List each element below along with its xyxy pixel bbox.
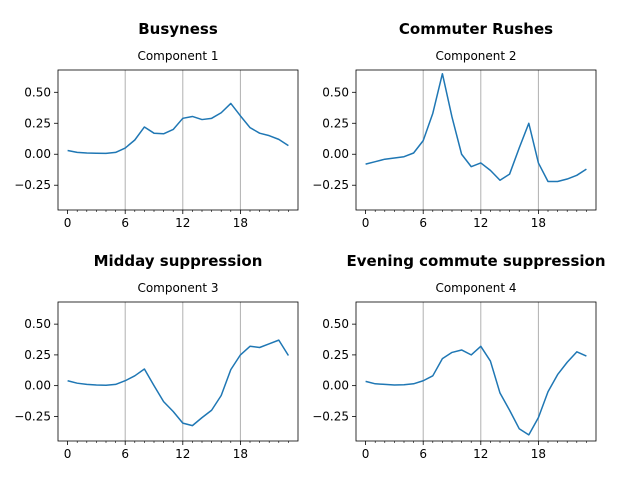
series-line xyxy=(365,72,587,183)
x-tick-label: 0 xyxy=(362,216,370,230)
x-tick-label: 12 xyxy=(175,447,190,461)
axes-frame xyxy=(57,69,299,211)
y-tick-label: 0.00 xyxy=(322,147,349,161)
chart-panel-3: Midday suppression Component 3 0 6 12 18 −0.25… xyxy=(14,252,299,461)
x-tick-label: 0 xyxy=(64,447,72,461)
y-tick-label: 0.50 xyxy=(322,85,349,99)
x-tick-label: 0 xyxy=(362,447,370,461)
x-tick-label: 18 xyxy=(531,447,546,461)
series-line xyxy=(365,345,587,436)
series-line xyxy=(67,339,290,427)
axes-frame xyxy=(57,301,299,442)
x-tick-label: 6 xyxy=(121,447,129,461)
chart-subtitle: Component 1 xyxy=(137,49,218,63)
y-tick-label: 0.25 xyxy=(322,116,349,130)
chart-subtitle: Component 4 xyxy=(435,281,516,295)
chart-panel-2: Commuter Rushes Component 2 0 6 12 18 −0.25 0.0… xyxy=(312,20,597,230)
y-tick-label: 0.25 xyxy=(322,348,349,362)
x-tick-label: 6 xyxy=(419,447,427,461)
x-tick-label: 6 xyxy=(121,216,129,230)
x-tick-label: 12 xyxy=(473,216,488,230)
y-tick-label: −0.25 xyxy=(312,178,349,192)
x-tick-label: 18 xyxy=(233,216,248,230)
x-tick-label: 6 xyxy=(419,216,427,230)
axes-frame xyxy=(355,69,597,211)
axes-frame xyxy=(355,301,597,442)
chart-title: Midday suppression xyxy=(94,252,263,270)
y-tick-label: −0.25 xyxy=(312,409,349,423)
chart-panel-1: Busyness Component 1 0 6 12 18 −0.25 0.00 0.25 0.… xyxy=(14,20,299,230)
chart-panel-4: Evening commute suppression Component 4 0 6… xyxy=(312,252,605,461)
chart-title: Commuter Rushes xyxy=(399,20,553,38)
series-line xyxy=(67,102,289,155)
x-tick-label: 18 xyxy=(233,447,248,461)
x-tick-label: 12 xyxy=(473,447,488,461)
y-tick-label: 0.00 xyxy=(322,379,349,393)
y-tick-label: 0.25 xyxy=(24,116,51,130)
chart-subtitle: Component 2 xyxy=(435,49,516,63)
x-tick-label: 12 xyxy=(175,216,190,230)
y-tick-label: 0.25 xyxy=(24,348,51,362)
y-tick-label: −0.25 xyxy=(14,409,51,423)
y-tick-label: 0.50 xyxy=(322,317,349,331)
chart-title: Busyness xyxy=(138,20,218,38)
y-tick-label: 0.00 xyxy=(24,379,51,393)
chart-title: Evening commute suppression xyxy=(347,252,606,270)
y-tick-label: −0.25 xyxy=(14,178,51,192)
y-tick-label: 0.00 xyxy=(24,147,51,161)
x-tick-label: 0 xyxy=(64,216,72,230)
x-tick-label: 18 xyxy=(531,216,546,230)
y-tick-label: 0.50 xyxy=(24,85,51,99)
y-tick-label: 0.50 xyxy=(24,317,51,331)
chart-subtitle: Component 3 xyxy=(137,281,218,295)
